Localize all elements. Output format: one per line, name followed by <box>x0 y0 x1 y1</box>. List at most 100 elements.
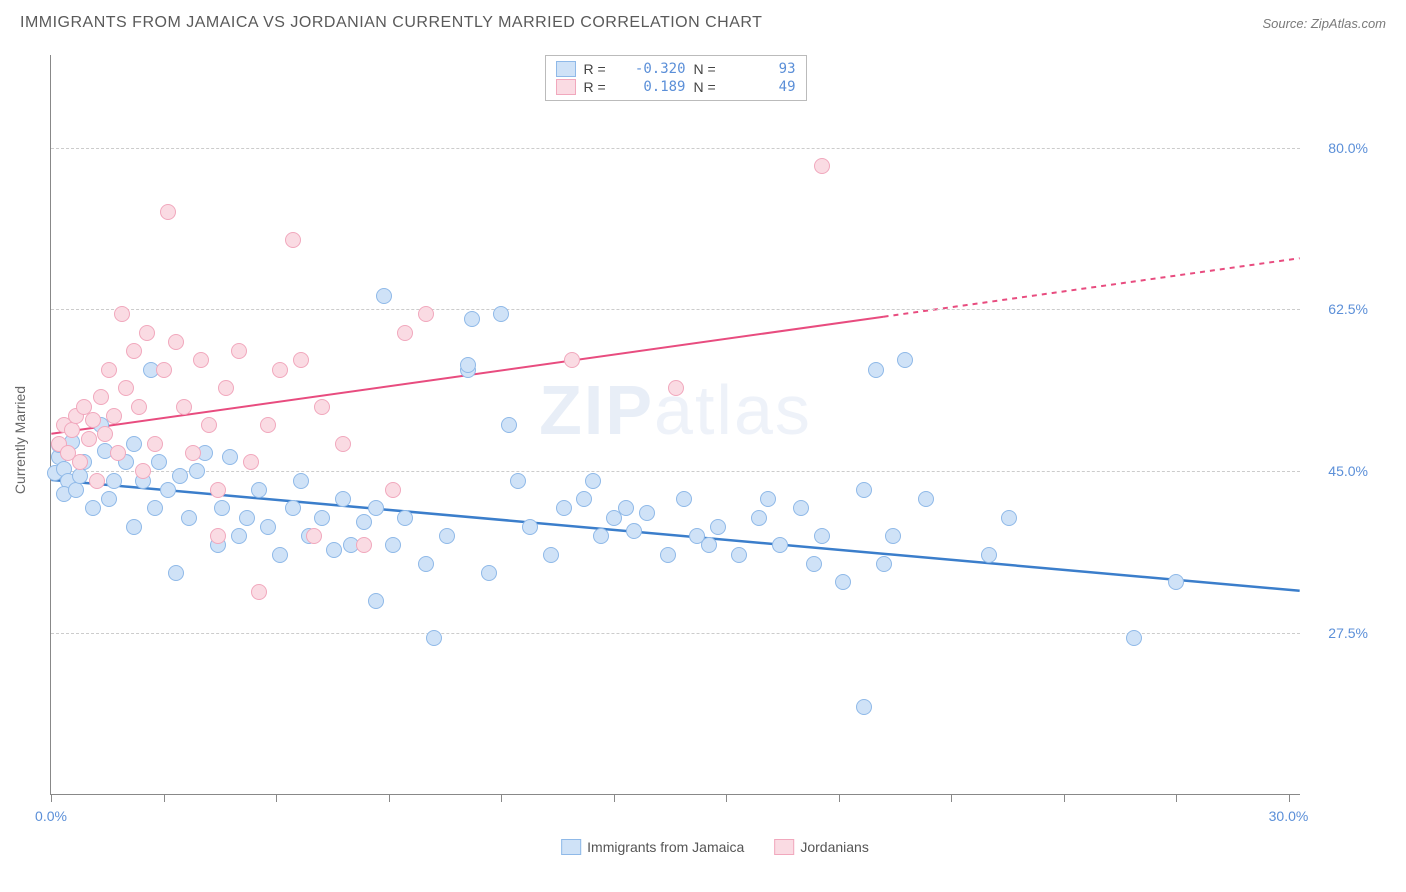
data-point <box>814 528 830 544</box>
data-point <box>1001 510 1017 526</box>
data-point <box>168 334 184 350</box>
data-point <box>356 514 372 530</box>
x-tick <box>1176 794 1177 802</box>
data-point <box>172 468 188 484</box>
x-tick <box>951 794 952 802</box>
legend-swatch <box>561 839 581 855</box>
data-point <box>176 399 192 415</box>
data-point <box>660 547 676 563</box>
data-point <box>885 528 901 544</box>
series-legend: Immigrants from Jamaica Jordanians <box>561 839 869 855</box>
data-point <box>64 422 80 438</box>
data-point <box>760 491 776 507</box>
x-tick-label: 30.0% <box>1269 808 1309 824</box>
x-tick <box>1064 794 1065 802</box>
gridline <box>51 633 1300 634</box>
data-point <box>160 204 176 220</box>
chart-container: ZIPatlas R =-0.320N =93R =0.189N =49 27.… <box>50 55 1380 825</box>
data-point <box>397 510 413 526</box>
x-tick <box>839 794 840 802</box>
data-point <box>185 445 201 461</box>
plot-area: ZIPatlas R =-0.320N =93R =0.189N =49 27.… <box>50 55 1300 795</box>
data-point <box>868 362 884 378</box>
data-point <box>481 565 497 581</box>
data-point <box>835 574 851 590</box>
data-point <box>556 500 572 516</box>
data-point <box>493 306 509 322</box>
legend-swatch <box>556 61 576 77</box>
data-point <box>306 528 322 544</box>
data-point <box>751 510 767 526</box>
data-point <box>806 556 822 572</box>
data-point <box>293 473 309 489</box>
data-point <box>897 352 913 368</box>
data-point <box>585 473 601 489</box>
data-point <box>814 158 830 174</box>
data-point <box>639 505 655 521</box>
data-point <box>118 380 134 396</box>
legend-item: Jordanians <box>774 839 869 855</box>
data-point <box>793 500 809 516</box>
stats-row: R =0.189N =49 <box>556 78 796 96</box>
data-point <box>460 357 476 373</box>
data-point <box>210 482 226 498</box>
data-point <box>593 528 609 544</box>
n-value: 93 <box>736 61 796 77</box>
data-point <box>260 417 276 433</box>
x-tick <box>1289 794 1290 802</box>
n-label: N = <box>694 79 728 95</box>
data-point <box>260 519 276 535</box>
data-point <box>576 491 592 507</box>
data-point <box>126 519 142 535</box>
legend-item: Immigrants from Jamaica <box>561 839 744 855</box>
n-label: N = <box>694 61 728 77</box>
data-point <box>101 362 117 378</box>
data-point <box>772 537 788 553</box>
data-point <box>618 500 634 516</box>
x-tick <box>726 794 727 802</box>
data-point <box>97 426 113 442</box>
data-point <box>110 445 126 461</box>
data-point <box>243 454 259 470</box>
data-point <box>147 500 163 516</box>
y-tick-label: 62.5% <box>1328 301 1368 317</box>
x-tick <box>614 794 615 802</box>
data-point <box>426 630 442 646</box>
data-point <box>189 463 205 479</box>
data-point <box>231 343 247 359</box>
data-point <box>564 352 580 368</box>
data-point <box>193 352 209 368</box>
data-point <box>272 547 288 563</box>
y-axis-label: Currently Married <box>12 386 28 494</box>
data-point <box>543 547 559 563</box>
data-point <box>876 556 892 572</box>
data-point <box>151 454 167 470</box>
data-point <box>68 482 84 498</box>
data-point <box>114 306 130 322</box>
legend-label: Jordanians <box>800 839 869 855</box>
data-point <box>522 519 538 535</box>
data-point <box>326 542 342 558</box>
data-point <box>676 491 692 507</box>
data-point <box>710 519 726 535</box>
x-tick-label: 0.0% <box>35 808 67 824</box>
data-point <box>106 408 122 424</box>
data-point <box>293 352 309 368</box>
r-value: -0.320 <box>626 61 686 77</box>
data-point <box>147 436 163 452</box>
x-tick <box>276 794 277 802</box>
data-point <box>93 389 109 405</box>
x-tick <box>501 794 502 802</box>
data-point <box>285 500 301 516</box>
data-point <box>251 482 267 498</box>
data-point <box>626 523 642 539</box>
data-point <box>181 510 197 526</box>
data-point <box>239 510 255 526</box>
data-point <box>856 482 872 498</box>
data-point <box>981 547 997 563</box>
data-point <box>89 473 105 489</box>
data-point <box>131 399 147 415</box>
data-point <box>214 500 230 516</box>
x-tick <box>51 794 52 802</box>
data-point <box>418 556 434 572</box>
